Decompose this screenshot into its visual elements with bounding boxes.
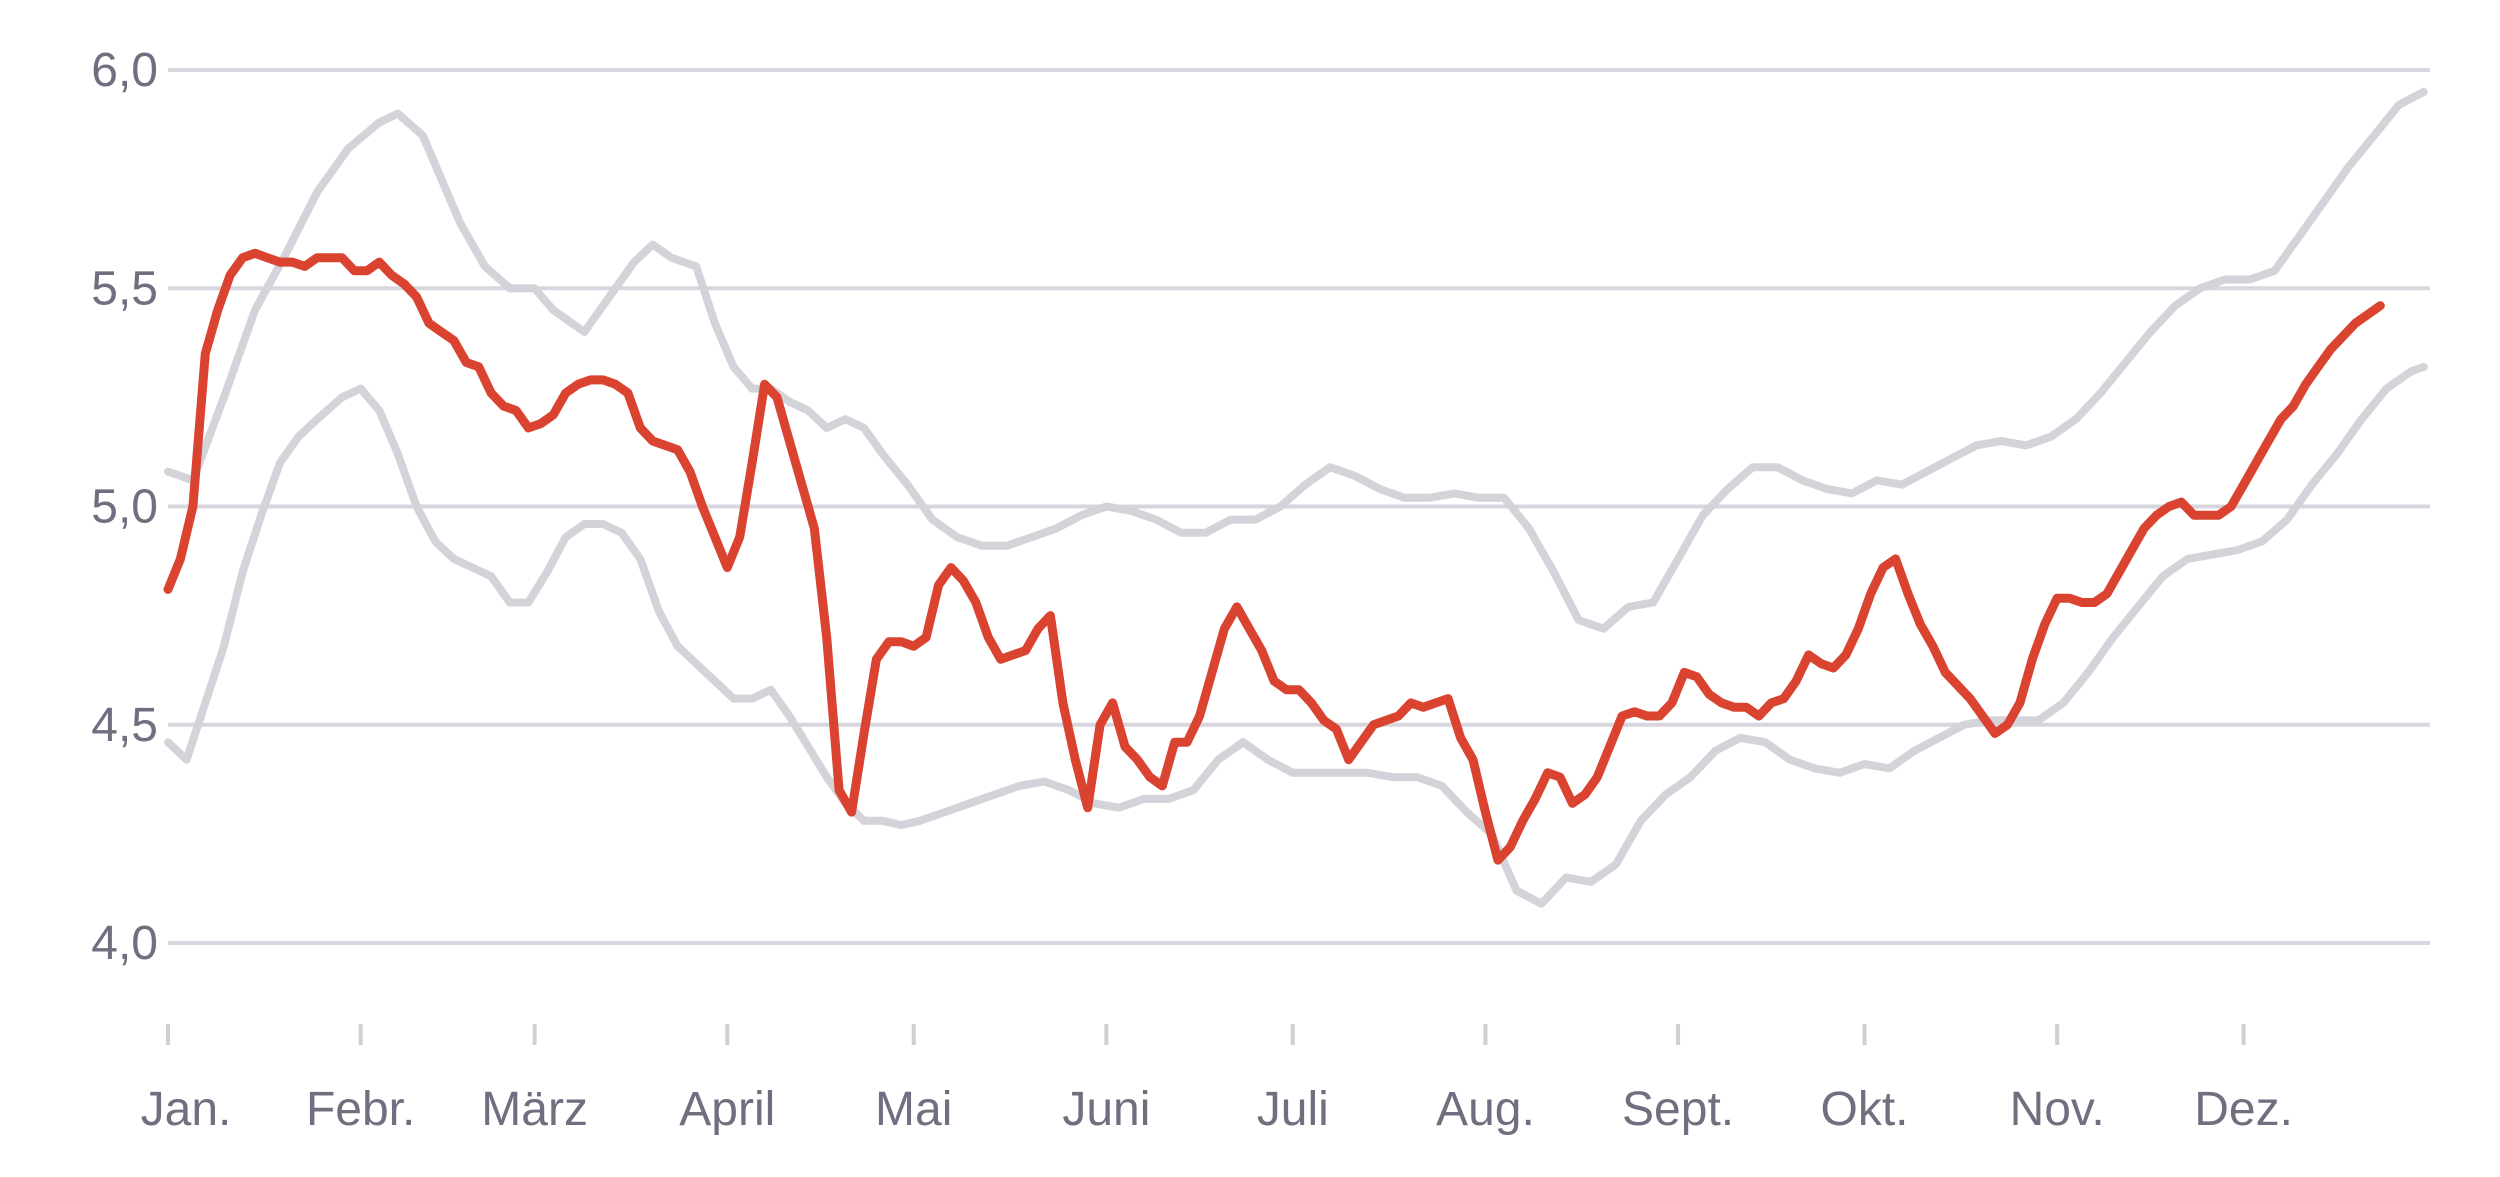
y-tick-label: 5,5 [91,262,158,315]
y-tick-label: 6,0 [91,44,158,97]
y-tick-label: 4,0 [91,917,158,970]
series-line-upper-band [164,87,2428,633]
x-tick-label: Nov. [2010,1083,2105,1136]
y-axis: 6,0 5,5 5,0 4,5 4,0 [91,44,158,970]
x-tick-label: März [481,1083,588,1136]
x-tick-label: Juli [1257,1083,1329,1136]
y-tick-label: 5,0 [91,481,158,534]
series-lines [163,87,2428,908]
grid-lines [168,68,2430,945]
x-tick-label: Jan. [141,1083,232,1136]
x-tick-label: April [679,1083,775,1136]
series-line-lower-band [164,362,2428,908]
x-tick-label: Juni [1062,1083,1150,1136]
series-line-current [163,248,2385,865]
x-tick-label: Dez. [2194,1083,2293,1136]
x-tick-label: Okt. [1820,1083,1908,1136]
x-tick-label: Sept. [1622,1083,1734,1136]
y-tick-label: 4,5 [91,699,158,752]
x-tick-label: Mai [875,1083,952,1136]
x-axis: Jan. Febr. März April Mai Juni Juli Aug. Sept. Ok… [141,1024,2293,1136]
x-tick-label: Febr. [306,1083,415,1136]
x-tick-label: Aug. [1436,1083,1535,1136]
